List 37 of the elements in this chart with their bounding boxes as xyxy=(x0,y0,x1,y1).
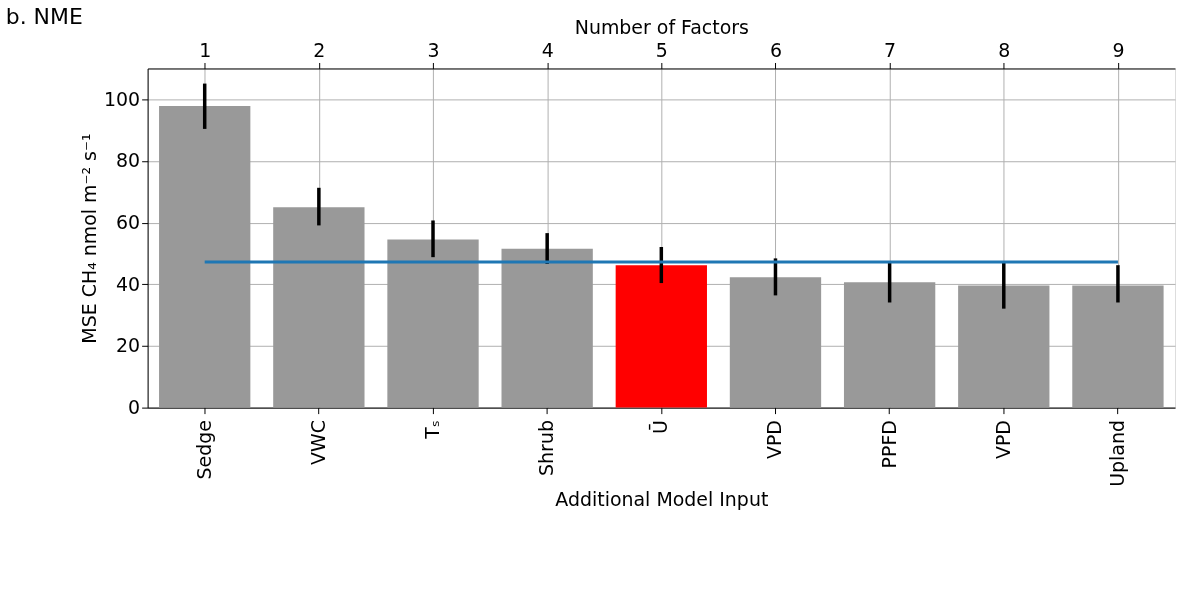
x-tick-label: VPD xyxy=(991,420,1014,460)
y-tick-label: 60 xyxy=(116,211,141,234)
x-tick-label: PPFD xyxy=(877,420,900,469)
x2-tick-label: 2 xyxy=(313,39,326,62)
x-tick-label: VPD xyxy=(763,420,786,460)
bar xyxy=(729,277,822,408)
x-tick-label: Tₛ xyxy=(421,420,443,440)
bar xyxy=(958,285,1050,408)
bar xyxy=(387,239,479,408)
x-tick-label: Ū xyxy=(648,420,672,434)
x2-tick-label: 7 xyxy=(884,39,897,62)
bar xyxy=(615,265,707,408)
x2-tick-label: 4 xyxy=(541,39,554,62)
x2-tick-label: 8 xyxy=(998,39,1011,62)
x2-tick-label: 1 xyxy=(199,39,212,62)
y-tick-label: 20 xyxy=(116,334,141,357)
x2-axis-title: Number of Factors xyxy=(574,16,749,39)
x2-tick-label: 5 xyxy=(655,39,668,62)
y-tick-label: 80 xyxy=(116,149,141,172)
y-axis-title: MSE CH₄ nmol m⁻² s⁻¹ xyxy=(77,133,100,344)
x2-tick-label: 6 xyxy=(769,39,782,62)
x-tick-label: Shrub xyxy=(535,420,558,476)
bar xyxy=(843,282,936,408)
y-tick-label: 100 xyxy=(103,87,141,110)
x-tick-label: Upland xyxy=(1105,420,1128,487)
y-tick-label: 40 xyxy=(116,272,141,295)
x2-tick-label: 9 xyxy=(1112,39,1125,62)
bar xyxy=(1072,285,1164,408)
chart-title: b. NME xyxy=(5,3,83,29)
bar xyxy=(273,207,365,408)
bar xyxy=(501,248,593,408)
x-axis-title: Additional Model Input xyxy=(555,487,769,510)
bar xyxy=(159,106,251,408)
x-tick-label: Sedge xyxy=(192,420,215,480)
x-tick-label: VWC xyxy=(306,420,329,465)
x2-tick-label: 3 xyxy=(427,39,440,62)
y-tick-label: 0 xyxy=(128,396,141,419)
